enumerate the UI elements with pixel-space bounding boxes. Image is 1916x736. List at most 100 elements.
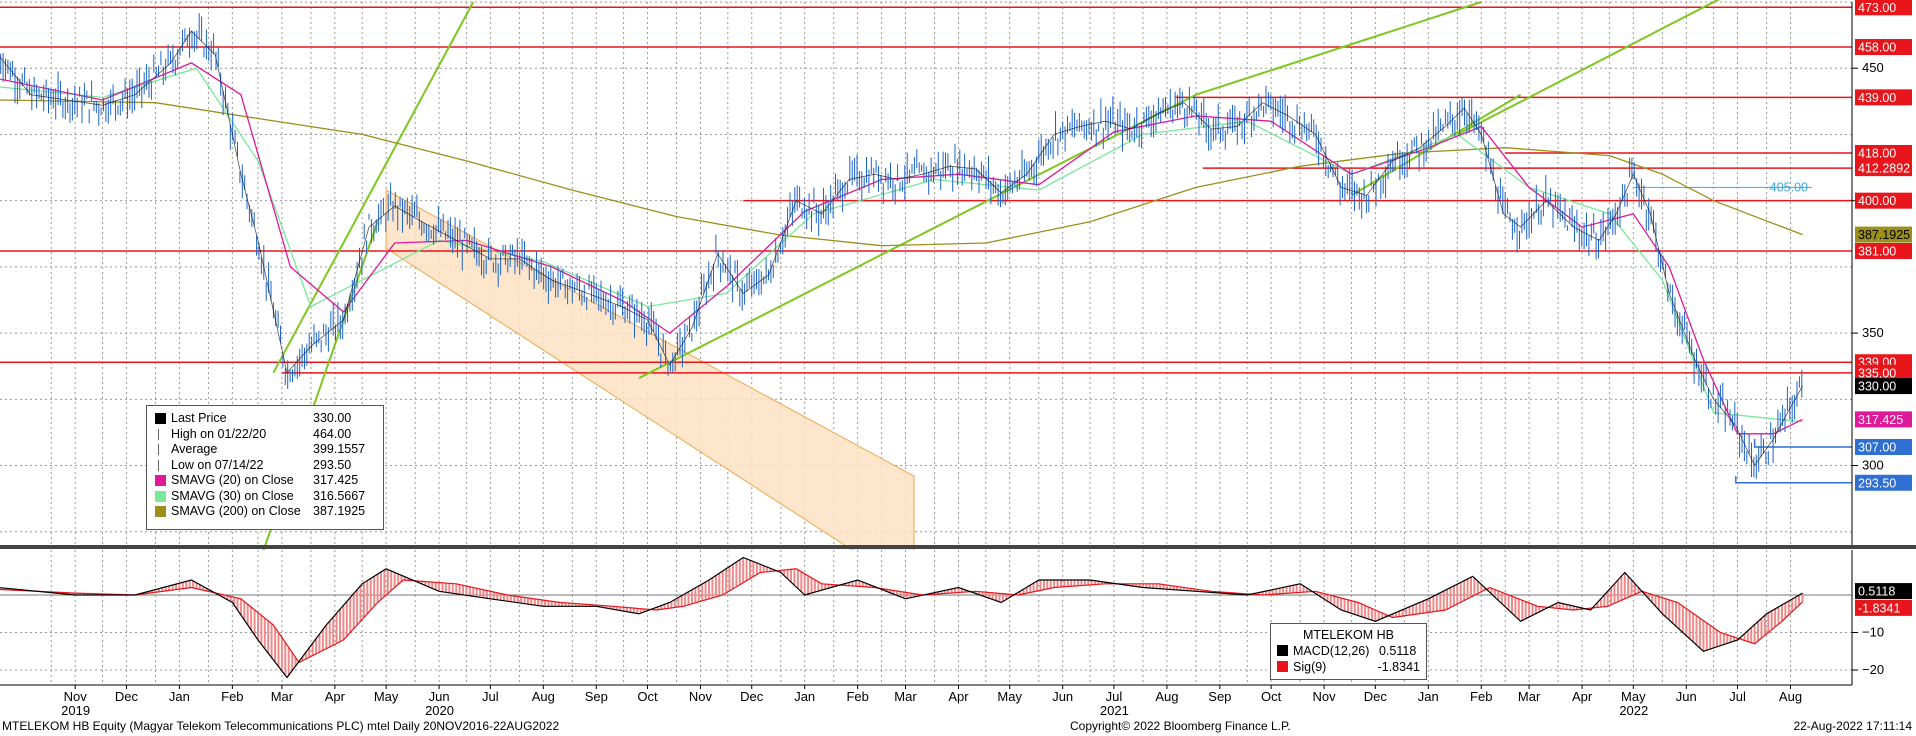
macd-legend: MTELEKOM HB MACD(12,26) 0.5118 Sig(9) -1.83… <box>1270 623 1427 680</box>
footer-copyright: Copyright© 2022 Bloomberg Finance L.P. <box>1070 719 1291 733</box>
x-tick-label: Jul <box>1106 689 1123 704</box>
price-tag-text: 418.00 <box>1858 146 1896 160</box>
x-tick-label: Oct <box>1261 689 1282 704</box>
macd-tick-label: −20 <box>1862 662 1884 677</box>
legend-label: Average <box>171 442 218 456</box>
price-tag-400.00: 400.00 <box>1855 192 1912 209</box>
price-tick-label: 350 <box>1862 325 1884 340</box>
macd-tag-text: -1.8341 <box>1858 601 1900 615</box>
legend-label: SMAVG (20) on Close <box>171 473 294 487</box>
x-tick-label: Oct <box>637 689 658 704</box>
legend-label: SMAVG (200) on Close <box>171 504 301 518</box>
price-tag-box <box>1855 378 1912 395</box>
legend-swatch <box>155 506 166 517</box>
price-axis: 450400350300 <box>1851 2 1916 545</box>
x-tick-label: Apr <box>1572 689 1593 704</box>
macd-legend-label: Sig(9) <box>1293 660 1327 674</box>
price-tag-335.00: 335.00 <box>1855 364 1912 381</box>
x-tick-label: Aug <box>532 689 555 704</box>
panel-separator <box>0 545 1916 549</box>
legend-label: Last Price <box>171 411 227 425</box>
x-tick-label: Nov <box>689 689 713 704</box>
sma200-line <box>0 99 1803 247</box>
price-tag-text: 335.00 <box>1858 366 1896 380</box>
macd-legend-value: -1.8341 <box>1377 660 1420 674</box>
x-tick-label: Mar <box>1518 689 1541 704</box>
x-tick-label: Mar <box>894 689 917 704</box>
macd-axis: −10 −20 <box>1851 550 1916 685</box>
price-tag-text: 458.00 <box>1858 41 1896 55</box>
x-tick-label: Jan <box>794 689 815 704</box>
x-tick-label: Jun <box>429 689 450 704</box>
legend-value: 387.1925 <box>313 504 366 518</box>
legend-swatch <box>155 490 166 502</box>
macd-legend-swatch <box>1277 661 1288 672</box>
price-tick-label: 450 <box>1862 60 1884 75</box>
price-tag-box <box>1855 226 1912 243</box>
x-axis: Nov Dec Jan Feb Mar Apr May Jun Jul Aug Sep Oct Nov D… <box>0 684 1852 718</box>
price-bars <box>0 13 1803 479</box>
price-tag-text: 317.425 <box>1858 413 1903 427</box>
level-label-405: 405.00 <box>1770 180 1808 194</box>
price-line <box>0 30 1803 467</box>
x-tick-label: Jan <box>169 689 190 704</box>
x-tick-label: Apr <box>948 689 969 704</box>
macd-legend-title: MTELEKOM HB <box>1303 628 1394 642</box>
price-tag-381.00: 381.00 <box>1855 242 1912 259</box>
price-tag-293.50: 293.50 <box>1855 474 1912 491</box>
x-tick-label: Jul <box>1729 689 1746 704</box>
price-tag-box <box>1855 144 1912 161</box>
x-tick-label: Apr <box>325 689 346 704</box>
legend-value: 316.5667 <box>313 488 366 503</box>
price-tag-307.00: 307.00 <box>1855 438 1912 455</box>
legend-row: SMAVG (30) on Close 316.5667 <box>155 489 377 505</box>
sma20-line <box>0 62 1803 435</box>
macd-grid <box>0 550 1852 685</box>
price-tag-473.00: 473.00 <box>1855 0 1912 16</box>
price-tag-text: 439.00 <box>1858 91 1896 105</box>
level-line-307.00 <box>1753 439 1852 448</box>
x-tick-label: May <box>1621 689 1646 704</box>
price-tag-412.2892: 412.2892 <box>1855 160 1912 177</box>
price-levels: 405.00 <box>0 6 1852 484</box>
price-tag-text: 473.00 <box>1858 1 1896 15</box>
trendline <box>272 1 475 374</box>
macd-series <box>0 556 1804 679</box>
price-tag-text: 293.50 <box>1858 476 1896 490</box>
x-tick-label: Aug <box>1155 689 1178 704</box>
macd-tag-box <box>1855 583 1912 600</box>
legend-row: SMAVG (20) on Close 317.425 <box>155 473 377 489</box>
x-tick-label: Dec <box>115 689 139 704</box>
price-tag-box <box>1855 89 1912 106</box>
price-tag-text: 330.00 <box>1858 380 1896 394</box>
x-tick-label: Jul <box>482 689 499 704</box>
price-tag-387.1925: 387.1925 <box>1855 226 1912 243</box>
legend-value: 317.425 <box>313 473 359 487</box>
legend-swatch <box>155 475 166 486</box>
legend-label: High on 01/22/20 <box>171 426 267 441</box>
x-tick-label: May <box>374 689 399 704</box>
macd-tag-text: 0.5118 <box>1858 585 1895 599</box>
legend-value: 330.00 <box>313 411 352 425</box>
x-tick-label: Feb <box>846 689 868 704</box>
price-tag-box <box>1855 364 1912 381</box>
level-line-293.50 <box>1735 476 1852 484</box>
price-tag-box <box>1855 474 1912 491</box>
trendline <box>1456 0 1720 136</box>
x-tick-label: Jun <box>1676 689 1697 704</box>
legend-row: High on 01/22/20 464.00 <box>155 427 377 443</box>
x-tick-label: Jun <box>1052 689 1073 704</box>
price-tag-box <box>1855 160 1912 177</box>
macd-legend-row: MACD(12,26) 0.5118 <box>1277 643 1420 659</box>
legend-row: Last Price 330.00 <box>155 411 377 427</box>
legend-value: 464.00 <box>313 426 352 441</box>
macd-legend-value: 0.5118 <box>1379 644 1417 658</box>
x-tick-label: Mar <box>271 689 294 704</box>
x-year-label: 2021 <box>1100 703 1129 718</box>
price-tag-text: 381.00 <box>1858 244 1896 258</box>
x-tick-label: Aug <box>1779 689 1802 704</box>
macd-legend-row: Sig(9) -1.8341 <box>1277 659 1420 675</box>
x-tick-label: Sep <box>1208 689 1231 704</box>
footer-security-description: MTELEKOM HB Equity (Magyar Telekom Telec… <box>2 719 560 733</box>
x-tick-label: Nov <box>64 689 88 704</box>
